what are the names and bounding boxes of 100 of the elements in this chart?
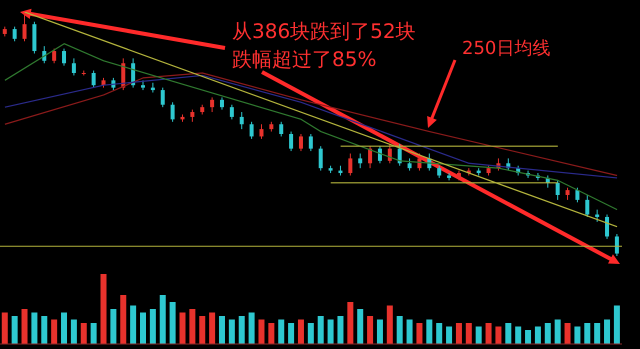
bar xyxy=(31,312,38,344)
bar xyxy=(61,312,68,344)
bar xyxy=(130,306,136,344)
bar xyxy=(396,316,403,344)
bar xyxy=(150,309,156,344)
bar xyxy=(238,316,245,344)
bar xyxy=(2,312,8,344)
bar xyxy=(505,323,512,344)
bar xyxy=(298,320,304,344)
candlestick xyxy=(250,121,254,140)
bar xyxy=(228,320,235,344)
candlestick xyxy=(12,26,17,42)
bar xyxy=(564,323,571,344)
candlestick xyxy=(289,131,294,152)
candlestick xyxy=(566,187,570,200)
bar xyxy=(376,320,383,344)
candlestick xyxy=(368,146,372,169)
candlestick xyxy=(388,143,392,164)
bar xyxy=(288,323,294,344)
bar xyxy=(278,320,284,344)
candlestick xyxy=(605,214,610,240)
candlestick xyxy=(614,234,619,256)
bar xyxy=(386,306,393,344)
bar xyxy=(466,323,472,344)
bar xyxy=(534,326,541,344)
candlestick xyxy=(358,153,362,169)
bar xyxy=(120,295,126,344)
candlestick xyxy=(190,109,194,122)
candlestick xyxy=(220,96,224,110)
bar xyxy=(258,320,264,344)
candlestick xyxy=(308,134,313,152)
candlestick xyxy=(556,180,560,200)
candlestick xyxy=(200,104,204,115)
bar xyxy=(515,326,522,344)
candlestick xyxy=(150,82,155,94)
bar xyxy=(328,320,334,344)
candlestick xyxy=(240,112,244,130)
bar xyxy=(51,320,58,344)
bar xyxy=(446,326,452,344)
bar xyxy=(41,316,48,344)
candlestick xyxy=(298,134,303,152)
bar xyxy=(248,312,255,344)
bar xyxy=(12,316,18,344)
bar xyxy=(456,323,462,344)
bar xyxy=(140,312,146,344)
candlestick xyxy=(92,70,96,88)
bar xyxy=(406,320,413,344)
candlestick xyxy=(456,170,461,181)
bar xyxy=(90,323,97,344)
bar xyxy=(495,326,502,344)
candlestick xyxy=(398,143,402,166)
bar xyxy=(170,302,176,344)
annotation: 从386块跌到了52块 xyxy=(232,18,416,45)
candlestick xyxy=(408,158,412,172)
bar xyxy=(416,323,422,344)
bar xyxy=(308,323,314,344)
bar xyxy=(160,295,166,344)
candlestick xyxy=(585,194,590,218)
bar xyxy=(525,330,532,344)
annotation: 250日均线 xyxy=(462,37,550,60)
bar xyxy=(179,312,186,344)
bar xyxy=(486,323,492,344)
bar xyxy=(604,320,610,344)
bar xyxy=(218,316,225,344)
candlestick xyxy=(52,48,56,64)
candlestick xyxy=(210,96,214,113)
bar xyxy=(554,320,561,344)
candlestick xyxy=(259,124,264,140)
candlestick xyxy=(378,146,382,164)
bar xyxy=(584,323,590,344)
bar xyxy=(189,309,196,344)
bar xyxy=(476,326,482,344)
candlestick xyxy=(230,104,234,120)
candlestick xyxy=(437,165,442,178)
bar xyxy=(318,316,324,344)
candlestick xyxy=(2,26,7,37)
candlestick xyxy=(170,102,175,122)
candlestick xyxy=(575,187,580,203)
bar xyxy=(544,323,551,344)
bar xyxy=(268,323,274,344)
candlestick xyxy=(338,165,342,176)
candlestick xyxy=(318,146,323,172)
bar xyxy=(22,309,28,344)
bar xyxy=(436,323,442,344)
bar xyxy=(209,312,216,344)
candlestick xyxy=(595,209,600,222)
candlestick xyxy=(62,48,66,66)
candlestick xyxy=(279,121,284,137)
bar xyxy=(80,323,87,344)
bar xyxy=(614,306,620,344)
candlestick xyxy=(486,165,491,176)
bar xyxy=(70,320,77,344)
bar xyxy=(199,316,206,344)
bar xyxy=(574,326,580,344)
bar xyxy=(594,323,600,344)
bar xyxy=(100,274,107,344)
candlestick xyxy=(160,87,165,108)
bar xyxy=(367,316,374,344)
candlestick xyxy=(269,121,274,132)
bar xyxy=(347,302,354,344)
